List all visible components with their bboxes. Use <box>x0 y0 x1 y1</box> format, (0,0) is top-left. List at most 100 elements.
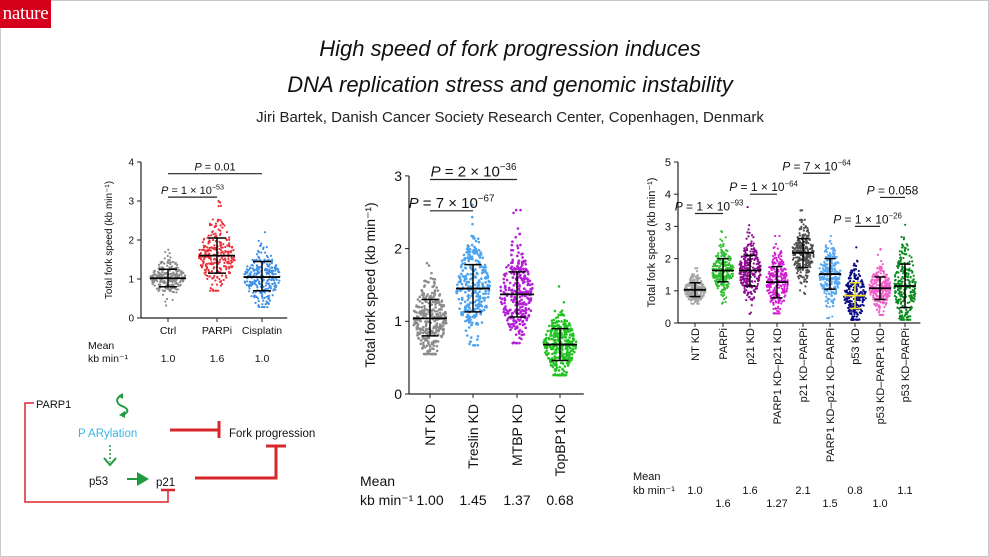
data-point <box>467 303 471 306</box>
data-point <box>481 284 485 287</box>
data-point <box>213 274 216 277</box>
data-point <box>792 253 795 256</box>
data-point <box>488 284 492 288</box>
data-point <box>801 234 804 237</box>
data-point <box>895 271 898 275</box>
data-point <box>879 301 882 304</box>
data-point <box>464 256 467 260</box>
y-tick-label: 2 <box>665 253 671 265</box>
data-point <box>556 315 560 319</box>
data-point <box>473 250 477 253</box>
data-point <box>508 325 512 328</box>
data-point <box>461 313 464 317</box>
data-point <box>775 256 778 259</box>
data-point <box>456 283 459 286</box>
data-point <box>804 257 808 260</box>
data-point <box>416 305 420 309</box>
data-point <box>825 292 828 296</box>
data-point <box>256 278 259 282</box>
data-point <box>730 272 733 276</box>
data-point <box>432 284 436 288</box>
data-point <box>158 273 161 276</box>
data-point <box>255 273 258 276</box>
data-point <box>743 267 746 270</box>
data-point <box>248 287 251 290</box>
data-point <box>227 257 230 261</box>
data-point <box>755 249 758 253</box>
data-point <box>720 246 723 249</box>
data-point <box>203 256 207 259</box>
data-point <box>779 252 782 255</box>
data-point <box>433 282 436 285</box>
data-point <box>824 281 827 284</box>
data-point <box>562 323 565 326</box>
data-point <box>824 244 828 247</box>
data-point <box>713 263 716 266</box>
dot-group-4 <box>791 209 815 296</box>
data-point <box>272 289 275 292</box>
data-point <box>871 285 874 288</box>
data-point <box>557 369 561 372</box>
data-point <box>524 267 528 271</box>
data-point <box>896 302 900 305</box>
data-point <box>694 267 697 270</box>
data-point <box>873 281 876 284</box>
data-point <box>849 304 852 307</box>
data-point <box>434 306 437 309</box>
data-point <box>754 271 757 274</box>
data-point <box>715 261 718 264</box>
data-point <box>570 340 574 344</box>
data-point <box>473 307 477 311</box>
data-point <box>232 248 235 252</box>
data-point <box>510 248 513 252</box>
data-point <box>469 301 472 304</box>
data-point <box>793 243 796 246</box>
data-point <box>857 305 860 308</box>
data-point <box>552 318 556 322</box>
data-point <box>851 316 854 319</box>
data-point <box>164 304 168 307</box>
data-point <box>695 270 699 273</box>
mean-value: 1.37 <box>503 492 530 508</box>
data-point <box>782 299 786 302</box>
data-point <box>228 238 231 241</box>
data-point <box>466 272 469 276</box>
data-point <box>517 287 521 291</box>
data-point <box>470 323 473 327</box>
data-point <box>832 249 835 252</box>
data-point <box>829 239 832 242</box>
data-point <box>224 245 227 249</box>
data-point <box>483 270 487 274</box>
data-point <box>745 237 748 240</box>
data-point <box>164 250 167 254</box>
data-point <box>758 261 761 264</box>
data-point <box>209 289 212 292</box>
data-point <box>426 340 430 343</box>
data-point <box>466 244 470 247</box>
data-point <box>459 302 463 305</box>
data-point <box>774 289 777 292</box>
data-point <box>502 277 505 281</box>
data-point <box>852 305 855 308</box>
data-point <box>722 287 726 291</box>
data-point <box>898 260 902 263</box>
data-point <box>207 242 210 245</box>
data-point <box>516 246 520 250</box>
data-point <box>772 307 775 311</box>
data-point <box>906 275 910 279</box>
data-point <box>907 315 910 318</box>
data-point <box>884 293 887 296</box>
data-point <box>565 371 568 374</box>
data-point <box>253 296 256 299</box>
data-point <box>830 247 833 250</box>
x-tick-label: p53 KD–PARP1 KD <box>875 328 887 424</box>
data-point <box>432 347 435 351</box>
data-point <box>516 318 520 321</box>
data-point <box>475 307 479 310</box>
data-point <box>702 294 705 297</box>
data-point <box>880 269 883 272</box>
data-point <box>549 334 552 337</box>
data-point <box>264 251 267 254</box>
data-point <box>485 304 488 308</box>
data-point <box>201 259 204 263</box>
